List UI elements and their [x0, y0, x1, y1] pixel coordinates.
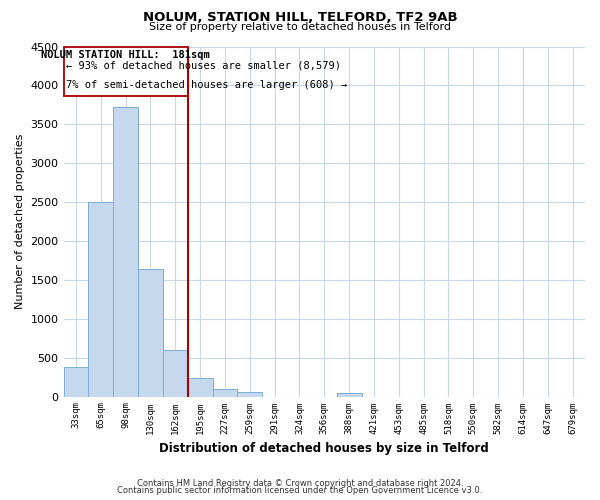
- Text: NOLUM, STATION HILL, TELFORD, TF2 9AB: NOLUM, STATION HILL, TELFORD, TF2 9AB: [143, 11, 457, 24]
- Text: ← 93% of detached houses are smaller (8,579): ← 93% of detached houses are smaller (8,…: [66, 60, 341, 70]
- Text: Contains HM Land Registry data © Crown copyright and database right 2024.: Contains HM Land Registry data © Crown c…: [137, 478, 463, 488]
- Bar: [238, 392, 262, 396]
- Bar: [138, 269, 163, 396]
- Bar: [163, 350, 188, 397]
- Bar: [337, 393, 362, 396]
- Text: 7% of semi-detached houses are larger (608) →: 7% of semi-detached houses are larger (6…: [66, 80, 347, 90]
- Y-axis label: Number of detached properties: Number of detached properties: [15, 134, 25, 309]
- Text: NOLUM STATION HILL:  181sqm: NOLUM STATION HILL: 181sqm: [41, 50, 210, 60]
- Bar: [88, 202, 113, 396]
- Bar: [64, 46, 188, 96]
- Text: Contains public sector information licensed under the Open Government Licence v3: Contains public sector information licen…: [118, 486, 482, 495]
- Bar: [188, 378, 212, 396]
- X-axis label: Distribution of detached houses by size in Telford: Distribution of detached houses by size …: [160, 442, 489, 455]
- Bar: [212, 389, 238, 396]
- Text: Size of property relative to detached houses in Telford: Size of property relative to detached ho…: [149, 22, 451, 32]
- Bar: [64, 368, 88, 396]
- Bar: [113, 107, 138, 397]
